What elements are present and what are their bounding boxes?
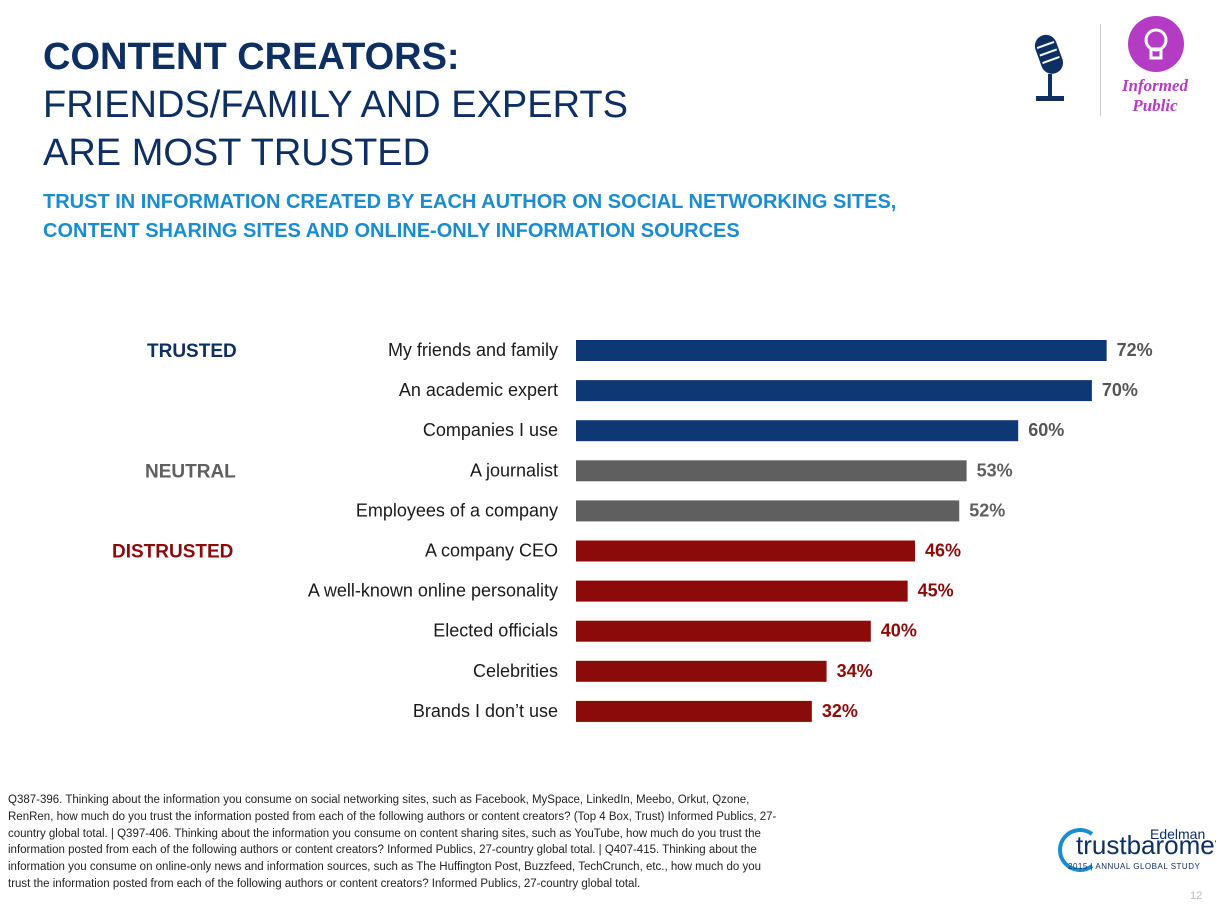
bar [576,460,967,482]
page-number: 12 [1190,890,1203,902]
bar [576,620,871,642]
bar [576,580,908,602]
bar [576,340,1107,361]
logo-word: trustbarometer [1076,830,1216,860]
logo-tag: 2015 | ANNUAL GLOBAL STUDY [1068,862,1201,871]
value-label: 45% [918,581,954,601]
bar [576,540,916,562]
logo-brand: Edelman [1150,826,1206,842]
bar [576,380,1092,402]
badge-divider [1100,24,1101,116]
badge-label-line-1: Informed [1121,76,1189,95]
value-label: 52% [969,500,1005,520]
category-label: A journalist [470,460,558,480]
category-label: A company CEO [425,541,558,561]
category-label: Brands I don’t use [413,701,558,721]
title-line-1: CONTENT CREATORS: [43,36,460,78]
microphone-icon [1034,34,1064,101]
category-label: A well-known online personality [308,581,558,601]
value-label: 70% [1102,380,1138,400]
value-label: 53% [977,460,1013,480]
bar [576,700,812,722]
title-line-3: ARE MOST TRUSTED [43,132,431,174]
badge-label: Informed Public [1108,76,1202,116]
footnote: Q387-396. Thinking about the information… [8,794,777,890]
trust-bar-chart: My friends and family 72% An academic expe… [112,340,1153,722]
bar [576,420,1019,442]
group-label: TRUSTED [147,341,237,362]
value-label: 72% [1117,340,1153,360]
category-label: Employees of a company [356,500,558,520]
lightbulb-icon [1128,16,1184,72]
category-label: Companies I use [423,420,558,440]
value-label: 40% [881,621,917,641]
value-label: 46% [925,541,961,561]
value-label: 60% [1028,420,1064,440]
subtitle: TRUST IN INFORMATION CREATED BY EACH AUT… [43,191,897,242]
barometer-logo-icon [1058,828,1094,872]
bar [576,500,960,522]
group-label: NEUTRAL [145,461,236,482]
value-label: 32% [822,701,858,721]
category-label: Celebrities [473,661,558,681]
value-label: 34% [837,661,873,681]
bar [576,660,827,682]
category-label: Elected officials [433,621,558,641]
group-label: DISTRUSTED [112,542,233,563]
category-label: An academic expert [399,380,558,400]
title-line-2: FRIENDS/FAMILY AND EXPERTS [43,84,628,126]
category-label: My friends and family [388,340,558,360]
badge-label-line-2: Public [1132,96,1178,115]
